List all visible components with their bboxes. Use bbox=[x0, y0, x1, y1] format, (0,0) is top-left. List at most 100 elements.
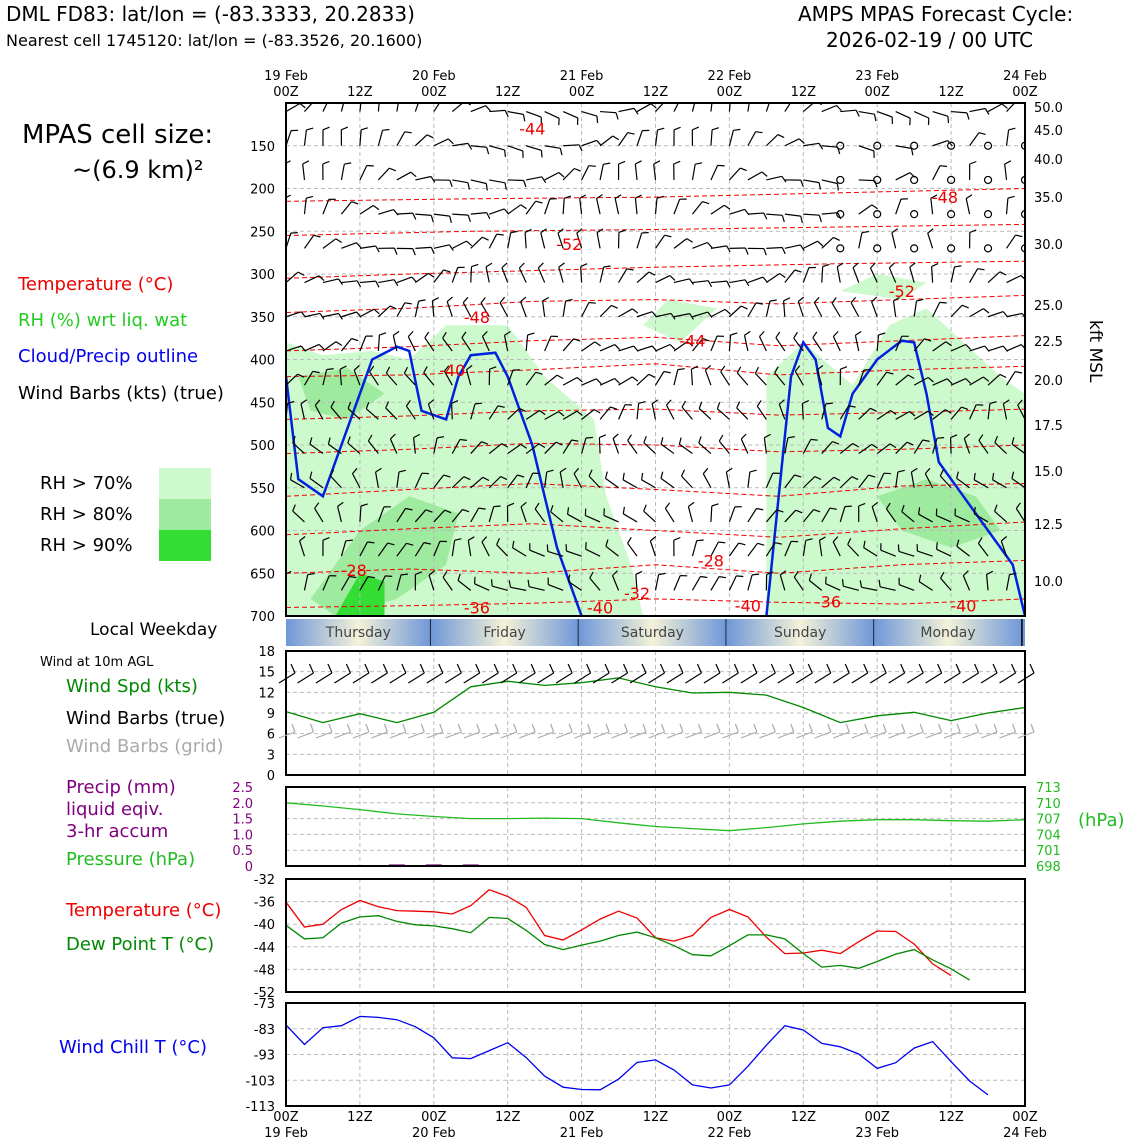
wind-barb bbox=[340, 540, 347, 557]
temperature-contour-label-7: -40 bbox=[439, 361, 465, 380]
wind-barb-feather bbox=[578, 144, 583, 152]
wind-barb bbox=[765, 472, 774, 488]
wind-barb bbox=[803, 142, 820, 147]
wind-barb bbox=[779, 574, 786, 591]
wind-barb bbox=[891, 232, 897, 249]
weekday-title: Local Weekday bbox=[90, 620, 218, 640]
wind-barb bbox=[365, 408, 379, 420]
wind-barb-feather bbox=[705, 365, 712, 371]
top-time-hour-6: 00Z bbox=[717, 85, 743, 100]
wind10-barb-true bbox=[389, 672, 407, 684]
wind10-barb-grid bbox=[943, 731, 961, 739]
wind-barb bbox=[286, 521, 287, 522]
wind-barb bbox=[729, 208, 745, 215]
wind10-barb-true-feather bbox=[419, 663, 425, 674]
wind10-barb-true-feather bbox=[678, 663, 684, 674]
wind10-barb-true bbox=[537, 672, 554, 684]
top-time-hour-7: 12Z bbox=[791, 85, 817, 100]
wind-barb-feather bbox=[696, 539, 704, 542]
wind-barb-feather bbox=[318, 343, 325, 350]
wind-barb bbox=[427, 404, 435, 420]
wind10-barb-grid bbox=[851, 731, 868, 739]
wind-barb bbox=[470, 236, 483, 249]
wind-barb-feather bbox=[779, 273, 786, 278]
wind-barb bbox=[627, 440, 638, 454]
wind-barb-feather bbox=[466, 240, 473, 247]
wind-barb bbox=[612, 438, 620, 454]
wind-barb bbox=[529, 549, 545, 557]
wind-barb bbox=[525, 472, 534, 488]
pressure-tick-label-650: 650 bbox=[250, 567, 275, 582]
wind-barb-feather bbox=[977, 537, 983, 544]
wind-barb-feather bbox=[781, 247, 786, 255]
rh80-region-1 bbox=[298, 368, 385, 420]
wind-barb bbox=[812, 337, 823, 352]
wind-barb-feather bbox=[309, 471, 313, 479]
wind10-barb-grid-feather bbox=[383, 723, 388, 733]
wind-barb bbox=[341, 280, 358, 284]
wind-barb bbox=[451, 540, 456, 557]
wind-barb-feather bbox=[485, 105, 491, 112]
rh-legend-swatch-2 bbox=[159, 499, 211, 530]
wind-barb-feather bbox=[1041, 314, 1045, 320]
wind-barb-feather bbox=[337, 501, 344, 507]
wind-barb-feather bbox=[1017, 399, 1023, 406]
wind-barb-feather bbox=[832, 441, 840, 445]
wind10-barb-grid bbox=[833, 731, 850, 739]
wind10-barb-true bbox=[703, 672, 721, 684]
wind-barb bbox=[322, 103, 328, 112]
wind-barb-feather bbox=[718, 541, 726, 544]
wind-barb bbox=[729, 279, 746, 284]
rh-legend-swatch-3 bbox=[159, 530, 211, 561]
wind-barb bbox=[581, 165, 590, 181]
wind-barb bbox=[969, 308, 984, 318]
wind10-barb-true bbox=[555, 672, 573, 684]
wind-barb-feather bbox=[496, 233, 504, 236]
wind-barb bbox=[747, 171, 763, 181]
wind10-barb-true bbox=[777, 672, 795, 684]
wind-barb-feather bbox=[585, 542, 587, 550]
wind-barb bbox=[930, 198, 934, 215]
wind-barb-feather bbox=[669, 344, 676, 350]
wind-barb bbox=[698, 442, 712, 455]
wind-barb-feather bbox=[868, 474, 876, 478]
wind-barb bbox=[839, 506, 846, 523]
wind10-barb-true-feather bbox=[364, 663, 370, 674]
wind10-barb-grid-feather bbox=[975, 723, 980, 733]
wind-barb-feather bbox=[855, 330, 862, 336]
wind-barb bbox=[341, 242, 357, 249]
station-title: DML FD83: lat/lon = (-83.3333, 20.2833) bbox=[6, 2, 415, 26]
wind-barb bbox=[470, 476, 484, 489]
calm-wind-marker bbox=[873, 141, 882, 150]
wind-barb-feather bbox=[874, 180, 878, 188]
wind-barb-feather bbox=[871, 296, 878, 303]
wind-barb-feather bbox=[585, 436, 593, 439]
wind-barb-feather bbox=[345, 539, 353, 542]
precip-tick-2: 1.0 bbox=[232, 828, 253, 843]
calm-wind-marker bbox=[946, 210, 956, 219]
wind-barb-feather bbox=[508, 580, 512, 588]
wind-barb-feather bbox=[885, 502, 891, 510]
wind-barb bbox=[330, 406, 342, 420]
wind-barb bbox=[562, 198, 565, 215]
wind-barb bbox=[673, 198, 681, 215]
wind-barb bbox=[534, 508, 546, 523]
cell-size-value: ~(6.9 km)² bbox=[72, 156, 204, 184]
wind-barb bbox=[994, 442, 1007, 454]
wind-barb bbox=[950, 304, 963, 318]
wind-barb-feather bbox=[871, 204, 878, 210]
wind-barb-feather bbox=[329, 469, 335, 477]
wind-barb bbox=[414, 542, 425, 557]
wind-barb bbox=[377, 334, 380, 351]
wind-barb bbox=[895, 172, 911, 181]
wind-barb bbox=[1000, 540, 1008, 557]
wind10-barb-grid-feather bbox=[476, 723, 481, 733]
wind-barb bbox=[600, 110, 617, 114]
precip-tick-3: 1.5 bbox=[232, 813, 253, 828]
wind-barb-feather bbox=[467, 182, 470, 190]
wind-barb bbox=[557, 233, 564, 249]
wind10-barb-grid bbox=[869, 731, 887, 739]
wind-barb-feather bbox=[700, 575, 708, 579]
wind-barb-feather bbox=[733, 128, 741, 131]
wind-barb-feather bbox=[844, 505, 852, 508]
